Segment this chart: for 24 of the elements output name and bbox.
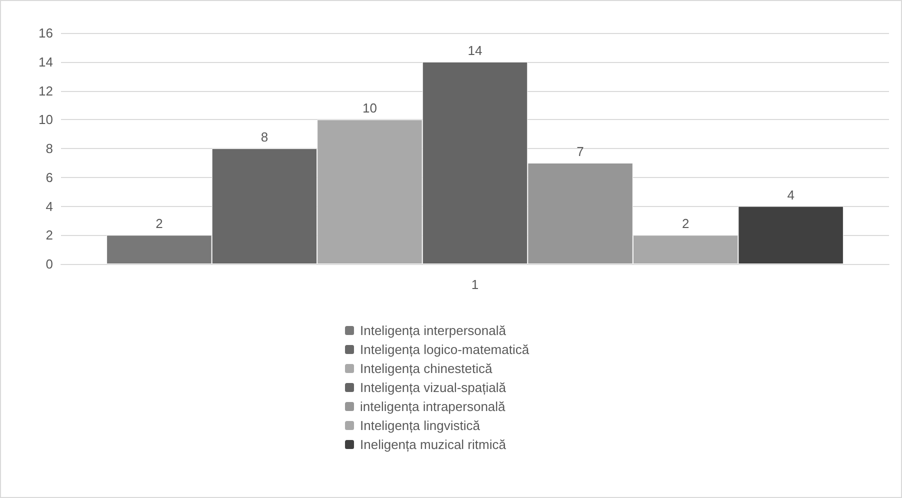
legend-label: Inteligența interpersonală	[360, 323, 507, 338]
data-label: 8	[260, 130, 268, 144]
y-tick-label: 12	[38, 83, 53, 98]
legend-label: Inteligența chinestetică	[360, 361, 494, 376]
y-tick-label: 6	[46, 170, 53, 185]
data-label: 4	[787, 187, 794, 202]
legend-label: Inteligența vizual-spațială	[360, 380, 507, 395]
y-tick-label: 0	[46, 256, 53, 272]
y-tick-label: 2	[46, 228, 53, 243]
legend-label: Ineligența muzical ritmică	[360, 437, 507, 452]
data-label: 2	[156, 216, 163, 232]
y-tick-label: 4	[46, 198, 53, 214]
data-label: 2	[682, 216, 690, 232]
legend-label: inteligența intrapersonală	[360, 399, 506, 414]
data-label: 10	[362, 100, 377, 116]
legend-label: Inteligența lingvistică	[360, 418, 481, 433]
legend-label: Inteligența logico-matematică	[360, 342, 530, 357]
y-tick-label: 14	[38, 54, 53, 70]
y-tick-label: 10	[38, 112, 53, 128]
y-tick-label: 8	[46, 141, 53, 156]
data-label: 14	[468, 42, 482, 58]
y-tick-label: 16	[38, 26, 53, 40]
data-label: 7	[576, 144, 584, 159]
x-tick-label: 1	[471, 277, 479, 292]
